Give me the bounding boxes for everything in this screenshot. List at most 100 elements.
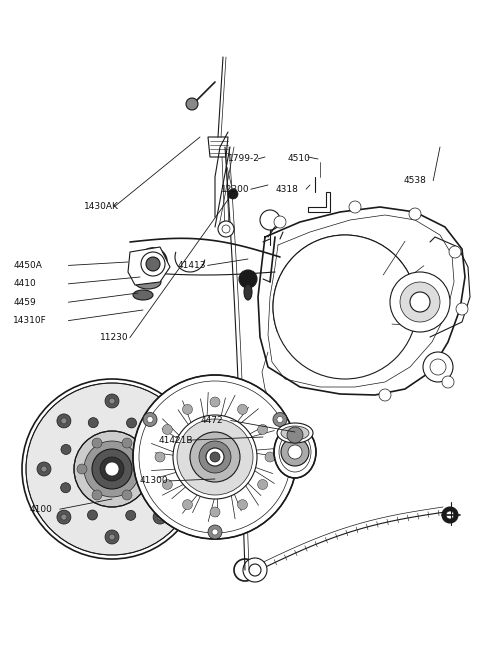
Circle shape [109,398,115,404]
Circle shape [442,507,458,523]
Circle shape [410,292,430,312]
Circle shape [190,432,240,482]
Circle shape [273,235,417,379]
Circle shape [349,201,361,213]
Text: 41413: 41413 [178,261,206,270]
Circle shape [212,529,218,535]
Circle shape [173,415,257,499]
Circle shape [409,208,421,220]
Circle shape [238,499,248,510]
Circle shape [442,376,454,388]
Circle shape [210,452,220,462]
Circle shape [146,257,160,271]
Circle shape [60,483,71,493]
Ellipse shape [133,290,153,300]
Circle shape [277,417,283,422]
Circle shape [228,189,238,199]
Circle shape [57,510,71,524]
Ellipse shape [277,423,313,443]
Circle shape [218,221,234,237]
Circle shape [144,253,162,271]
Circle shape [153,510,167,524]
Circle shape [288,445,302,459]
Text: 11230: 11230 [100,333,129,342]
Circle shape [258,480,268,489]
Circle shape [273,413,287,426]
Text: 4410: 4410 [13,279,36,288]
Circle shape [153,445,163,455]
Circle shape [141,252,165,276]
Circle shape [127,418,136,428]
Circle shape [133,375,297,539]
Text: 4538: 4538 [403,176,426,185]
Circle shape [109,534,115,540]
Circle shape [274,216,286,228]
Circle shape [92,490,102,500]
Circle shape [182,404,192,415]
Polygon shape [308,192,330,212]
Text: 14310F: 14310F [13,316,47,325]
Circle shape [153,414,167,428]
Circle shape [22,379,202,559]
Circle shape [26,383,198,555]
Circle shape [456,303,468,315]
Circle shape [400,282,440,322]
Circle shape [61,514,67,520]
Circle shape [126,510,136,520]
Circle shape [105,530,119,544]
Circle shape [210,397,220,407]
Circle shape [258,424,268,434]
Circle shape [287,427,303,443]
Circle shape [139,248,167,276]
Circle shape [177,466,183,472]
Circle shape [423,352,453,382]
Text: 4510: 4510 [288,154,311,164]
Ellipse shape [274,426,316,478]
Circle shape [105,462,119,476]
Circle shape [265,452,275,462]
Circle shape [153,484,163,493]
Circle shape [100,457,124,481]
Circle shape [199,441,231,473]
Circle shape [84,441,140,497]
Circle shape [177,419,253,495]
Circle shape [206,448,224,466]
Circle shape [137,464,147,474]
Circle shape [149,258,157,266]
Circle shape [173,462,187,476]
Circle shape [92,449,132,489]
Circle shape [37,462,51,476]
Circle shape [147,417,153,422]
Circle shape [281,438,309,466]
Circle shape [77,464,87,474]
Ellipse shape [244,284,252,300]
Circle shape [61,418,67,424]
Circle shape [243,558,267,582]
Circle shape [57,414,71,428]
Circle shape [143,413,157,426]
Text: 4472: 4472 [201,416,223,425]
Circle shape [186,98,198,110]
Text: 1799-2: 1799-2 [228,154,260,164]
Circle shape [379,389,391,401]
Circle shape [122,490,132,500]
Circle shape [208,525,222,539]
Ellipse shape [281,426,309,440]
Circle shape [87,510,97,520]
Circle shape [157,514,163,520]
Circle shape [105,394,119,408]
Circle shape [238,404,248,415]
Circle shape [449,246,461,258]
Text: 4318: 4318 [276,185,299,194]
Circle shape [61,445,71,455]
Text: 1430AK: 1430AK [84,202,119,212]
Circle shape [157,418,163,424]
Circle shape [155,452,165,462]
Ellipse shape [135,275,161,289]
Circle shape [446,511,454,519]
Text: 4459: 4459 [13,298,36,307]
Text: 4450A: 4450A [13,261,42,270]
Circle shape [122,438,132,448]
Circle shape [162,424,172,434]
Circle shape [239,270,257,288]
